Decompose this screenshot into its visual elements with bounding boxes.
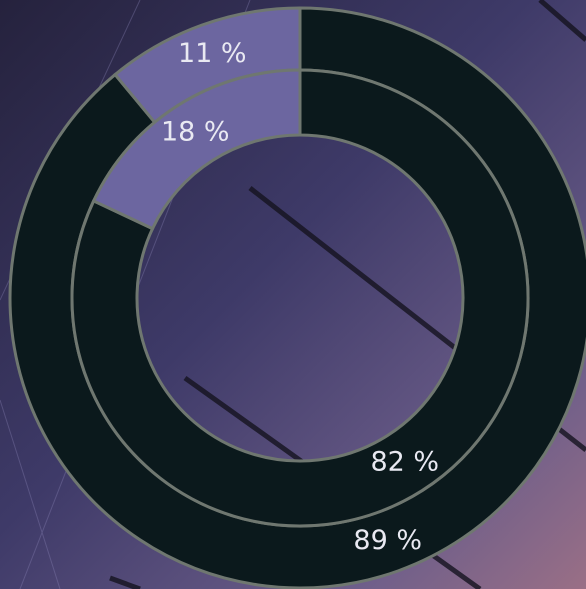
page: 89 %11 %82 %18 % (() => { const data = J…: [0, 0, 586, 589]
value-label: 18 %: [161, 116, 230, 147]
value-label: 11 %: [178, 38, 247, 69]
value-label: 89 %: [353, 525, 422, 556]
chart: 89 % 11 % 82 % 18 %: [0, 0, 586, 589]
value-label: 82 %: [370, 447, 439, 478]
